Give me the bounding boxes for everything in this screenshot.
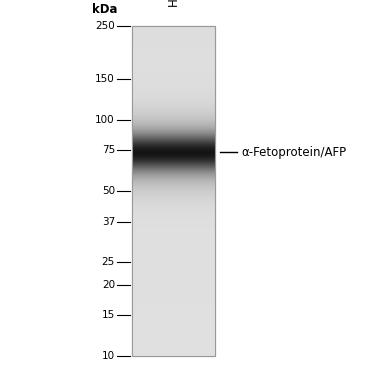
Text: 15: 15 [102,310,115,320]
Text: 150: 150 [95,74,115,84]
Text: 20: 20 [102,280,115,290]
Text: 10: 10 [102,351,115,361]
Text: HepG2: HepG2 [167,0,180,6]
Text: α-Fetoprotein/AFP: α-Fetoprotein/AFP [242,146,347,159]
Bar [132,26,215,356]
Text: 50: 50 [102,186,115,196]
Text: 75: 75 [102,145,115,154]
Text: 37: 37 [102,217,115,227]
Text: kDa: kDa [92,3,117,16]
Text: 250: 250 [95,21,115,31]
Text: 100: 100 [95,115,115,125]
Bar [132,26,215,356]
Text: 25: 25 [102,257,115,267]
